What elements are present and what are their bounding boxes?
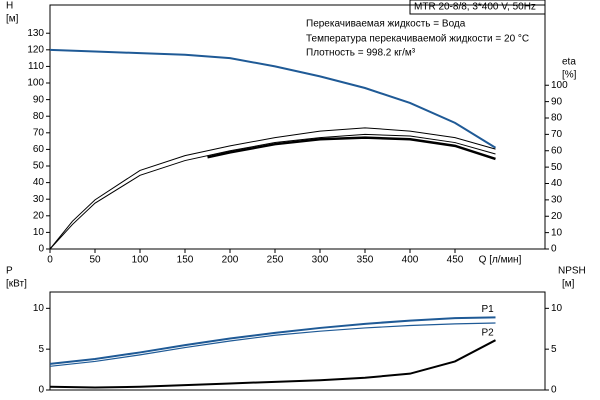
chart-title: MTR 20-8/8, 3*400 V, 50Hz xyxy=(414,2,536,13)
y-tick-label: 20 xyxy=(33,210,45,221)
y2-tick-label: 20 xyxy=(551,211,563,222)
y-axis-unit: [кВт] xyxy=(6,279,27,290)
y-tick-label: 5 xyxy=(38,344,44,355)
x-tick-label: 350 xyxy=(357,255,374,266)
y2-axis-unit: [%] xyxy=(562,70,577,81)
y2-tick-label: 10 xyxy=(551,303,563,314)
x-axis-label: Q [л/мин] xyxy=(479,255,522,266)
y-tick-label: 10 xyxy=(33,227,45,238)
y2-tick-label: 30 xyxy=(551,195,563,206)
series-line xyxy=(49,339,496,389)
y2-tick-label: 10 xyxy=(551,227,563,238)
y-tick-label: 90 xyxy=(33,94,45,105)
y-axis-label: P xyxy=(6,266,13,277)
series-line xyxy=(49,322,496,367)
y-tick-label: 10 xyxy=(33,303,45,314)
y-tick-label: 30 xyxy=(33,194,45,205)
y-tick-label: 40 xyxy=(33,177,45,188)
x-tick-label: 400 xyxy=(402,255,419,266)
y2-tick-label: 0 xyxy=(551,244,557,255)
y-axis-unit: [м] xyxy=(6,14,19,25)
annotation: Перекачиваемая жидкость = Вода xyxy=(306,19,466,30)
y-tick-label: 70 xyxy=(33,127,45,138)
series-line xyxy=(49,316,496,365)
x-tick-label: 300 xyxy=(312,255,329,266)
annotation: Плотность = 998.2 кг/м³ xyxy=(306,48,416,59)
x-tick-label: 100 xyxy=(132,255,149,266)
y-tick-label: 0 xyxy=(38,385,44,396)
y-tick-label: 130 xyxy=(27,28,44,39)
series-line xyxy=(49,133,496,250)
y-tick-label: 60 xyxy=(33,144,45,155)
y2-axis-label: eta xyxy=(562,57,576,68)
y2-tick-label: 0 xyxy=(551,385,557,396)
y2-tick-label: 50 xyxy=(551,162,563,173)
plot-frame xyxy=(49,4,546,250)
x-tick-label: 0 xyxy=(47,255,53,266)
y-tick-label: 100 xyxy=(27,78,44,89)
y-tick-label: 80 xyxy=(33,111,45,122)
y2-tick-label: 40 xyxy=(551,178,563,189)
x-tick-label: 200 xyxy=(222,255,239,266)
y-tick-label: 120 xyxy=(27,44,44,55)
y-axis-label: H xyxy=(6,1,13,12)
y2-tick-label: 70 xyxy=(551,129,563,140)
series-line xyxy=(49,48,497,149)
x-tick-label: 250 xyxy=(267,255,284,266)
series-line xyxy=(49,127,496,250)
annotation: Температура перекачиваемой жидкости = 20… xyxy=(306,34,529,45)
y2-axis-label: NPSH xyxy=(558,266,586,277)
series-label: P1 xyxy=(482,304,495,315)
x-tick-label: 150 xyxy=(177,255,194,266)
series-label: P2 xyxy=(482,328,495,339)
y2-tick-label: 60 xyxy=(551,145,563,156)
x-tick-label: 450 xyxy=(447,255,464,266)
y-tick-label: 50 xyxy=(33,161,45,172)
plot-frame xyxy=(49,291,546,391)
y2-tick-label: 100 xyxy=(551,80,568,91)
x-tick-label: 50 xyxy=(89,255,101,266)
y2-tick-label: 5 xyxy=(551,344,557,355)
y-tick-label: 110 xyxy=(28,61,44,72)
series-line xyxy=(207,136,496,161)
y2-tick-label: 90 xyxy=(551,96,563,107)
y2-axis-unit: [м] xyxy=(562,279,575,290)
y-tick-label: 0 xyxy=(38,244,44,255)
y2-tick-label: 80 xyxy=(551,113,563,124)
